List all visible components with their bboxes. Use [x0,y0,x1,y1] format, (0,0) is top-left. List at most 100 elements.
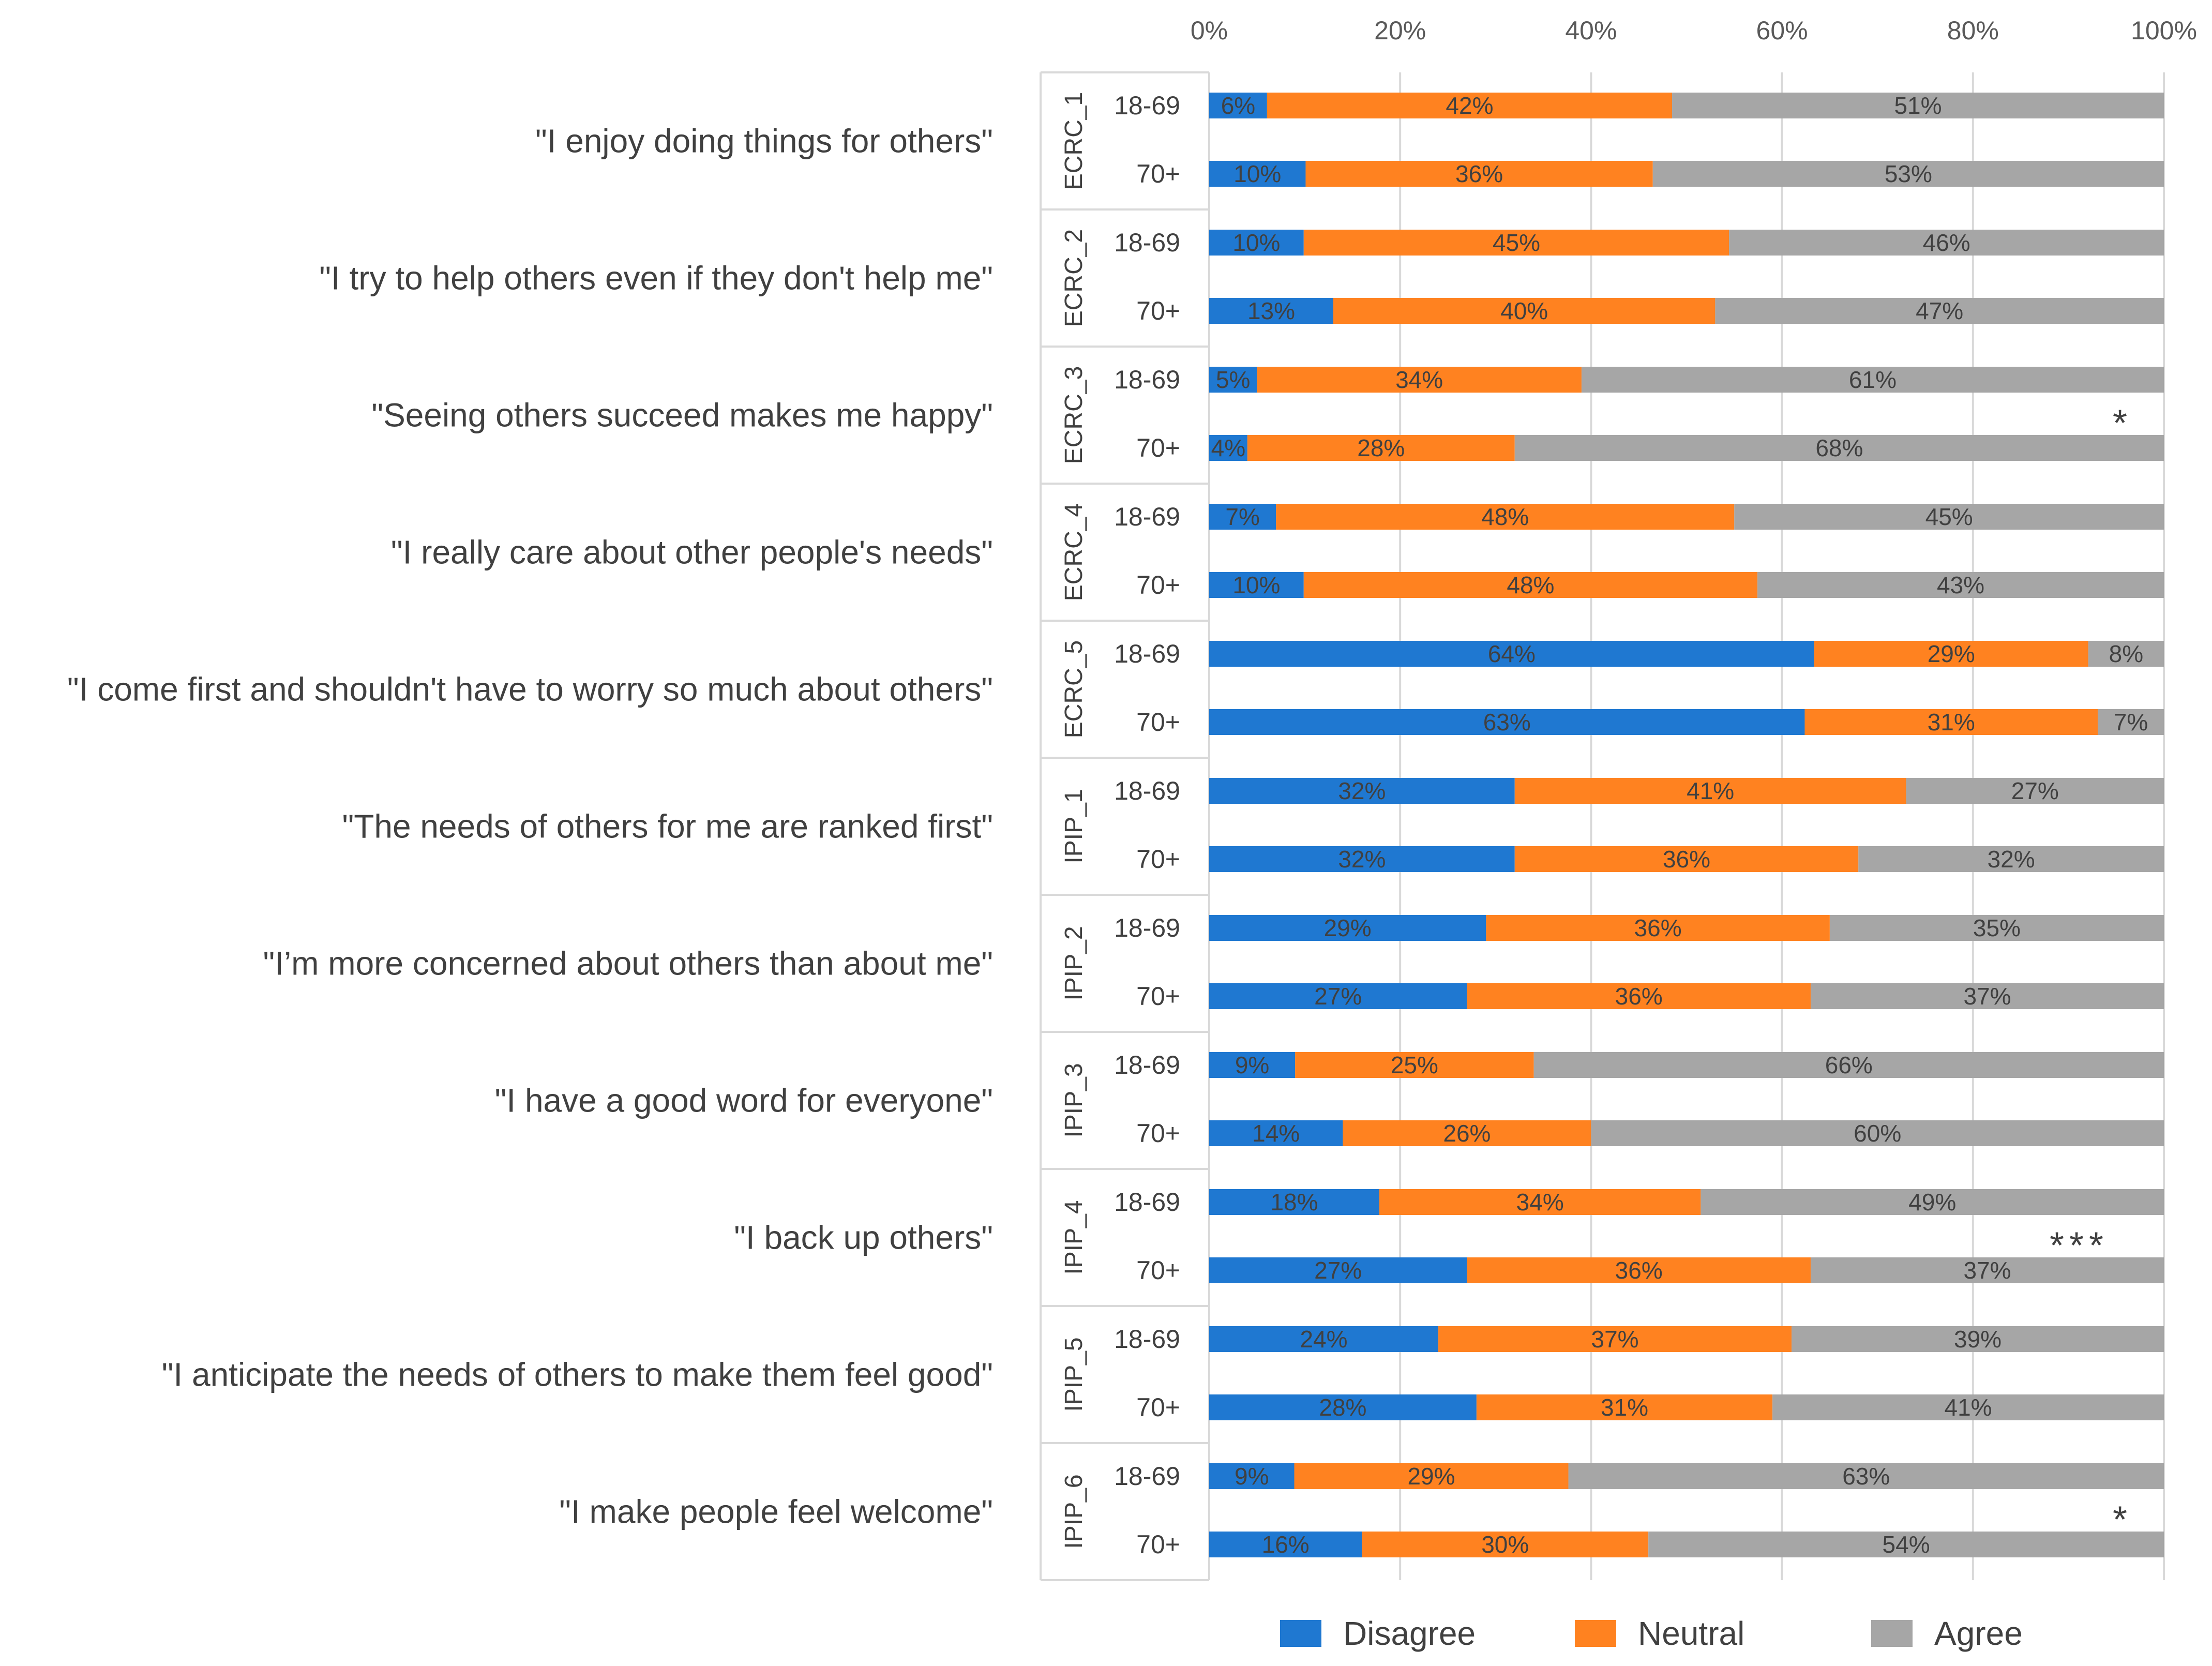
legend-label: Disagree [1343,1615,1476,1652]
bar-segment-agree [1757,572,2164,598]
bar-segment-neutral [1267,93,1673,118]
bar-segment-disagree [1209,1257,1467,1283]
age-group-label: 70+ [1136,1530,1180,1559]
bar-value-label: 30% [1481,1531,1529,1558]
bar-value-label: 31% [1601,1394,1648,1421]
bar-value-label: 36% [1663,846,1710,873]
bar-segment-neutral [1362,1532,1649,1557]
bar-value-label: 37% [1963,1257,2011,1284]
bar-segment-agree [1906,778,2164,804]
bar-value-label: 25% [1391,1052,1438,1078]
bar-segment-disagree [1209,435,1247,461]
bar-value-label: 9% [1235,1463,1269,1490]
statement-label: "I back up others" [734,1219,993,1256]
age-group-label: 70+ [1136,159,1180,188]
bar-segment-agree [1729,230,2164,256]
age-group-label: 70+ [1136,433,1180,462]
bar-segment-disagree [1209,915,1486,941]
bar-segment-agree [1581,367,2164,393]
bar-value-label: 6% [1221,92,1255,119]
bar-value-label: 29% [1324,914,1372,941]
bar-value-label: 13% [1247,297,1295,324]
bar-segment-agree [1810,1257,2164,1283]
bar-segment-neutral [1438,1326,1792,1352]
bar-segment-disagree [1209,1189,1379,1215]
significance-marker: * [2113,1499,2132,1541]
bar-value-label: 29% [1407,1463,1455,1490]
bar-value-label: 40% [1500,297,1548,324]
bar-value-label: 61% [1849,366,1897,393]
age-group-label: 18-69 [1114,1050,1180,1079]
bar-value-label: 14% [1252,1120,1300,1147]
bar-value-label: 26% [1443,1120,1491,1147]
bar-value-label: 5% [1216,366,1250,393]
statement-label: "I’m more concerned about others than ab… [263,945,993,982]
bar-segment-agree [1858,846,2164,872]
bar-segment-disagree [1209,298,1333,324]
item-code-label: IPIP_1 [1060,789,1088,863]
bar-segment-agree [1533,1052,2164,1078]
bar-segment-disagree [1209,1463,1295,1489]
x-tick-label: 80% [1947,16,1999,45]
item-code-label: IPIP_2 [1060,926,1088,1000]
bar-segment-neutral [1486,915,1830,941]
age-group-label: 18-69 [1114,639,1180,668]
significance-marker: *** [2050,1225,2109,1267]
bar-value-label: 34% [1516,1189,1564,1215]
bar-value-label: 37% [1963,983,2011,1010]
bar-segment-agree [1672,93,2164,118]
statement-label: "I come first and shouldn't have to worr… [67,671,993,708]
statement-label: "I make people feel welcome" [559,1493,993,1530]
bar-value-label: 63% [1842,1463,1890,1490]
bar-value-label: 48% [1481,503,1529,530]
bar-value-label: 7% [2114,709,2148,736]
bar-value-label: 41% [1687,777,1734,804]
bar-value-label: 8% [2109,640,2143,667]
significance-marker: * [2113,403,2132,444]
bar-value-label: 4% [1211,434,1245,461]
bar-segment-neutral [1514,846,1859,872]
bar-value-label: 43% [1937,572,1984,598]
legend-swatch-disagree [1280,1620,1321,1647]
bar-value-label: 66% [1825,1052,1873,1078]
bar-segment-neutral [1476,1394,1773,1420]
bar-segment-agree [1715,298,2164,324]
bar-segment-neutral [1467,983,1811,1009]
bar-segment-agree [1772,1394,2164,1420]
x-tick-label: 0% [1191,16,1228,45]
age-group-label: 18-69 [1114,1188,1180,1217]
bar-value-label: 18% [1270,1189,1318,1215]
bar-segment-disagree [1209,983,1467,1009]
bar-value-label: 48% [1507,572,1554,598]
item-code-label: ECRC_2 [1060,229,1088,327]
legend-swatch-neutral [1575,1620,1616,1647]
statement-label: "I anticipate the needs of others to mak… [162,1356,993,1393]
bar-value-label: 42% [1446,92,1493,119]
bar-value-label: 68% [1815,434,1863,461]
bar-segment-disagree [1209,572,1304,598]
bar-segment-neutral [1257,367,1582,393]
bar-segment-neutral [1305,161,1653,187]
bar-value-label: 29% [1928,640,1975,667]
bar-segment-disagree [1209,367,1257,393]
age-group-label: 70+ [1136,708,1180,737]
bar-value-label: 47% [1916,297,1963,324]
bar-value-label: 32% [1338,846,1386,873]
age-group-label: 18-69 [1114,91,1180,120]
bar-segment-disagree [1209,1120,1343,1146]
bar-value-label: 51% [1894,92,1942,119]
bar-value-label: 34% [1395,366,1443,393]
x-tick-label: 60% [1756,16,1808,45]
bar-segment-agree [1514,435,2164,461]
bar-segment-agree [1792,1326,2164,1352]
bar-segment-neutral [1247,435,1515,461]
bar-segment-agree [1810,983,2164,1009]
bar-value-label: 49% [1908,1189,1956,1215]
item-code-label: ECRC_1 [1060,92,1088,190]
statement-label: "I enjoy doing things for others" [535,123,993,160]
bar-value-label: 28% [1319,1394,1366,1421]
bar-value-label: 16% [1262,1531,1310,1558]
bar-value-label: 54% [1883,1531,1930,1558]
statement-label: "I try to help others even if they don't… [319,260,993,297]
